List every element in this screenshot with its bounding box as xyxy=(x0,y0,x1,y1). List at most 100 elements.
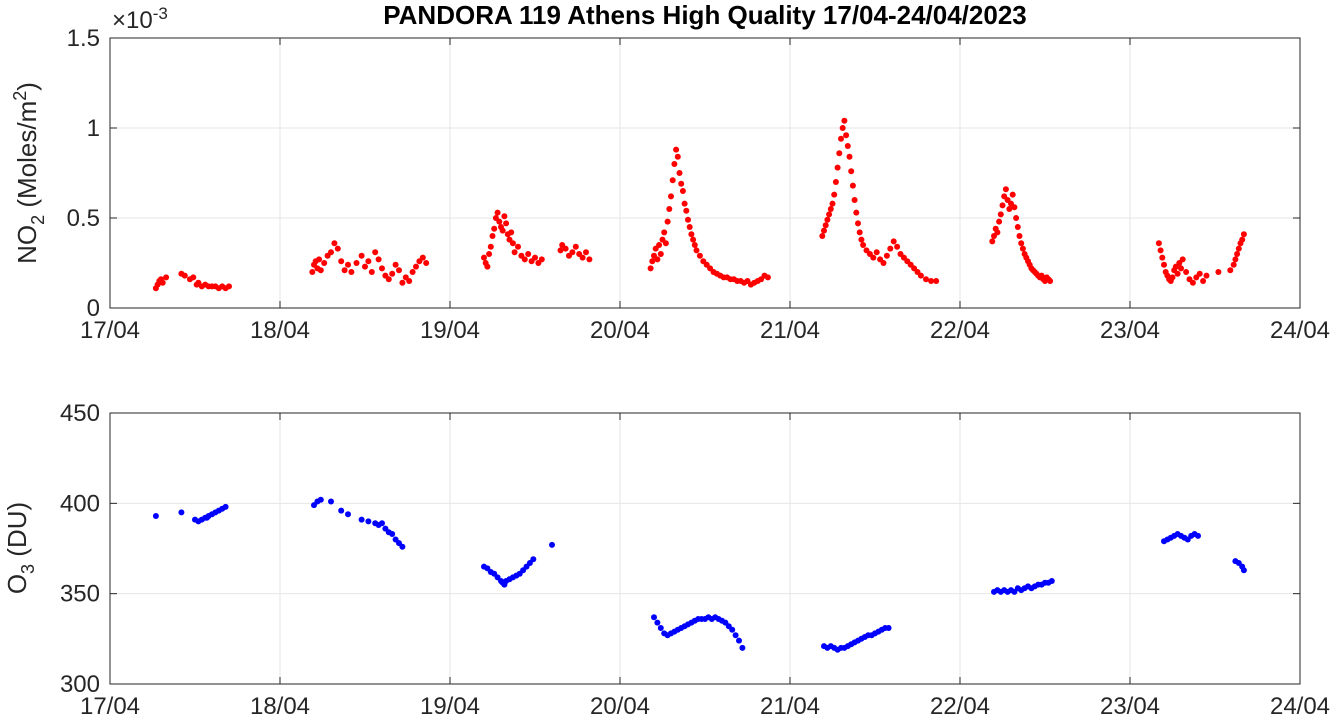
no2-point xyxy=(338,258,345,265)
no2-point xyxy=(764,274,771,281)
no2-point xyxy=(824,216,831,223)
o3-point xyxy=(885,625,892,631)
no2-points xyxy=(152,117,1247,292)
o3-x-tick-label: 21/04 xyxy=(760,693,820,720)
no2-point xyxy=(681,200,688,207)
no2-point xyxy=(409,269,416,275)
no2-point xyxy=(654,256,661,263)
no2-point xyxy=(511,249,518,256)
no2-point xyxy=(1235,245,1242,252)
no2-point xyxy=(855,220,861,227)
o3-point xyxy=(739,644,746,651)
o3-ylabel-main: O xyxy=(2,574,32,594)
o3-x-tick-label: 23/04 xyxy=(1100,693,1160,720)
no2-ylabel-sup: 2 xyxy=(10,91,30,101)
no2-point xyxy=(1016,233,1023,239)
no2-point xyxy=(661,229,668,236)
no2-point xyxy=(887,245,894,252)
no2-point xyxy=(873,249,880,256)
no2-point xyxy=(532,254,538,261)
no2-point xyxy=(1183,269,1190,275)
no2-point xyxy=(856,229,863,236)
no2-point xyxy=(1179,256,1186,263)
no2-x-tick-label: 24/04 xyxy=(1270,317,1330,344)
o3-point xyxy=(549,541,555,548)
no2-point xyxy=(583,249,589,256)
no2-point xyxy=(696,252,703,259)
o3-x-ticks: 17/04 18/04 19/04 20/04 21/04 22/04 23/04 24/04 xyxy=(80,413,1330,720)
no2-point xyxy=(341,267,348,274)
no2-point xyxy=(1157,247,1164,254)
o3-point xyxy=(178,509,185,516)
no2-point xyxy=(579,254,586,261)
no2-point xyxy=(489,233,496,239)
no2-point xyxy=(1009,191,1016,198)
no2-point xyxy=(843,132,850,139)
o3-y-tick-label: 450 xyxy=(60,400,100,427)
no2-point xyxy=(668,193,674,200)
no2-point xyxy=(834,164,841,171)
o3-point xyxy=(328,498,334,505)
o3-point xyxy=(222,503,229,510)
no2-point xyxy=(1155,240,1162,247)
no2-point xyxy=(385,276,392,283)
o3-plot-area xyxy=(110,413,1300,684)
no2-x-tick-label: 17/04 xyxy=(80,317,140,344)
no2-point xyxy=(538,256,545,263)
no2-point xyxy=(917,272,924,279)
no2-y-tick-label: 1 xyxy=(87,115,100,142)
no2-point xyxy=(848,168,855,175)
no2-point xyxy=(923,276,929,283)
o3-point xyxy=(729,626,736,633)
no2-point xyxy=(525,251,532,257)
no2-point xyxy=(693,247,700,254)
o3-point xyxy=(1048,578,1055,584)
no2-point xyxy=(1215,269,1222,275)
o3-point xyxy=(530,556,537,563)
o3-y-tick-label: 400 xyxy=(60,490,100,517)
chart-title: PANDORA 119 Athens High Quality 17/04-24… xyxy=(383,0,1027,30)
no2-point xyxy=(487,243,494,250)
no2-point xyxy=(822,222,829,229)
no2-point xyxy=(379,265,385,272)
o3-y-tick-label: 350 xyxy=(60,581,100,608)
no2-point xyxy=(1006,206,1013,212)
no2-y-tick-label: 0.5 xyxy=(67,205,100,232)
no2-point xyxy=(832,179,839,185)
o3-axes-box xyxy=(109,412,1301,685)
no2-point xyxy=(190,274,197,281)
no2-x-tick-label: 19/04 xyxy=(420,317,480,344)
no2-point xyxy=(827,206,834,212)
no2-point xyxy=(1159,254,1166,261)
no2-ylabel-end: ) xyxy=(12,82,42,91)
no2-point xyxy=(657,251,664,257)
no2-point xyxy=(838,135,844,142)
no2-point xyxy=(494,209,501,216)
no2-x-tick-label: 22/04 xyxy=(930,317,990,344)
no2-point xyxy=(1234,251,1241,257)
no2-point xyxy=(491,225,498,232)
no2-point xyxy=(883,252,890,259)
no2-point xyxy=(858,236,865,243)
no2-point xyxy=(159,279,166,286)
no2-point xyxy=(997,211,1004,218)
no2-point xyxy=(1169,274,1176,281)
no2-point xyxy=(994,229,1001,236)
no2-point xyxy=(515,243,521,250)
no2-point xyxy=(1174,270,1181,277)
no2-point xyxy=(509,240,516,247)
no2-point xyxy=(1018,240,1025,247)
o3-x-tick-label: 22/04 xyxy=(930,693,990,720)
no2-point xyxy=(413,263,419,270)
no2-panel: 0 0.5 1 1.5 17/04 18/04 19/04 20/04 21/04 22/04 2… xyxy=(10,4,1330,344)
no2-point xyxy=(1240,231,1247,238)
no2-point xyxy=(860,242,867,248)
no2-point xyxy=(1019,245,1026,252)
no2-point xyxy=(826,211,833,218)
no2-point xyxy=(669,177,676,184)
no2-y-tick-label: 0 xyxy=(87,295,100,322)
no2-point xyxy=(1230,261,1237,268)
no2-exponent-power: -3 xyxy=(153,4,168,23)
no2-point xyxy=(399,279,406,286)
no2-point xyxy=(569,249,576,256)
